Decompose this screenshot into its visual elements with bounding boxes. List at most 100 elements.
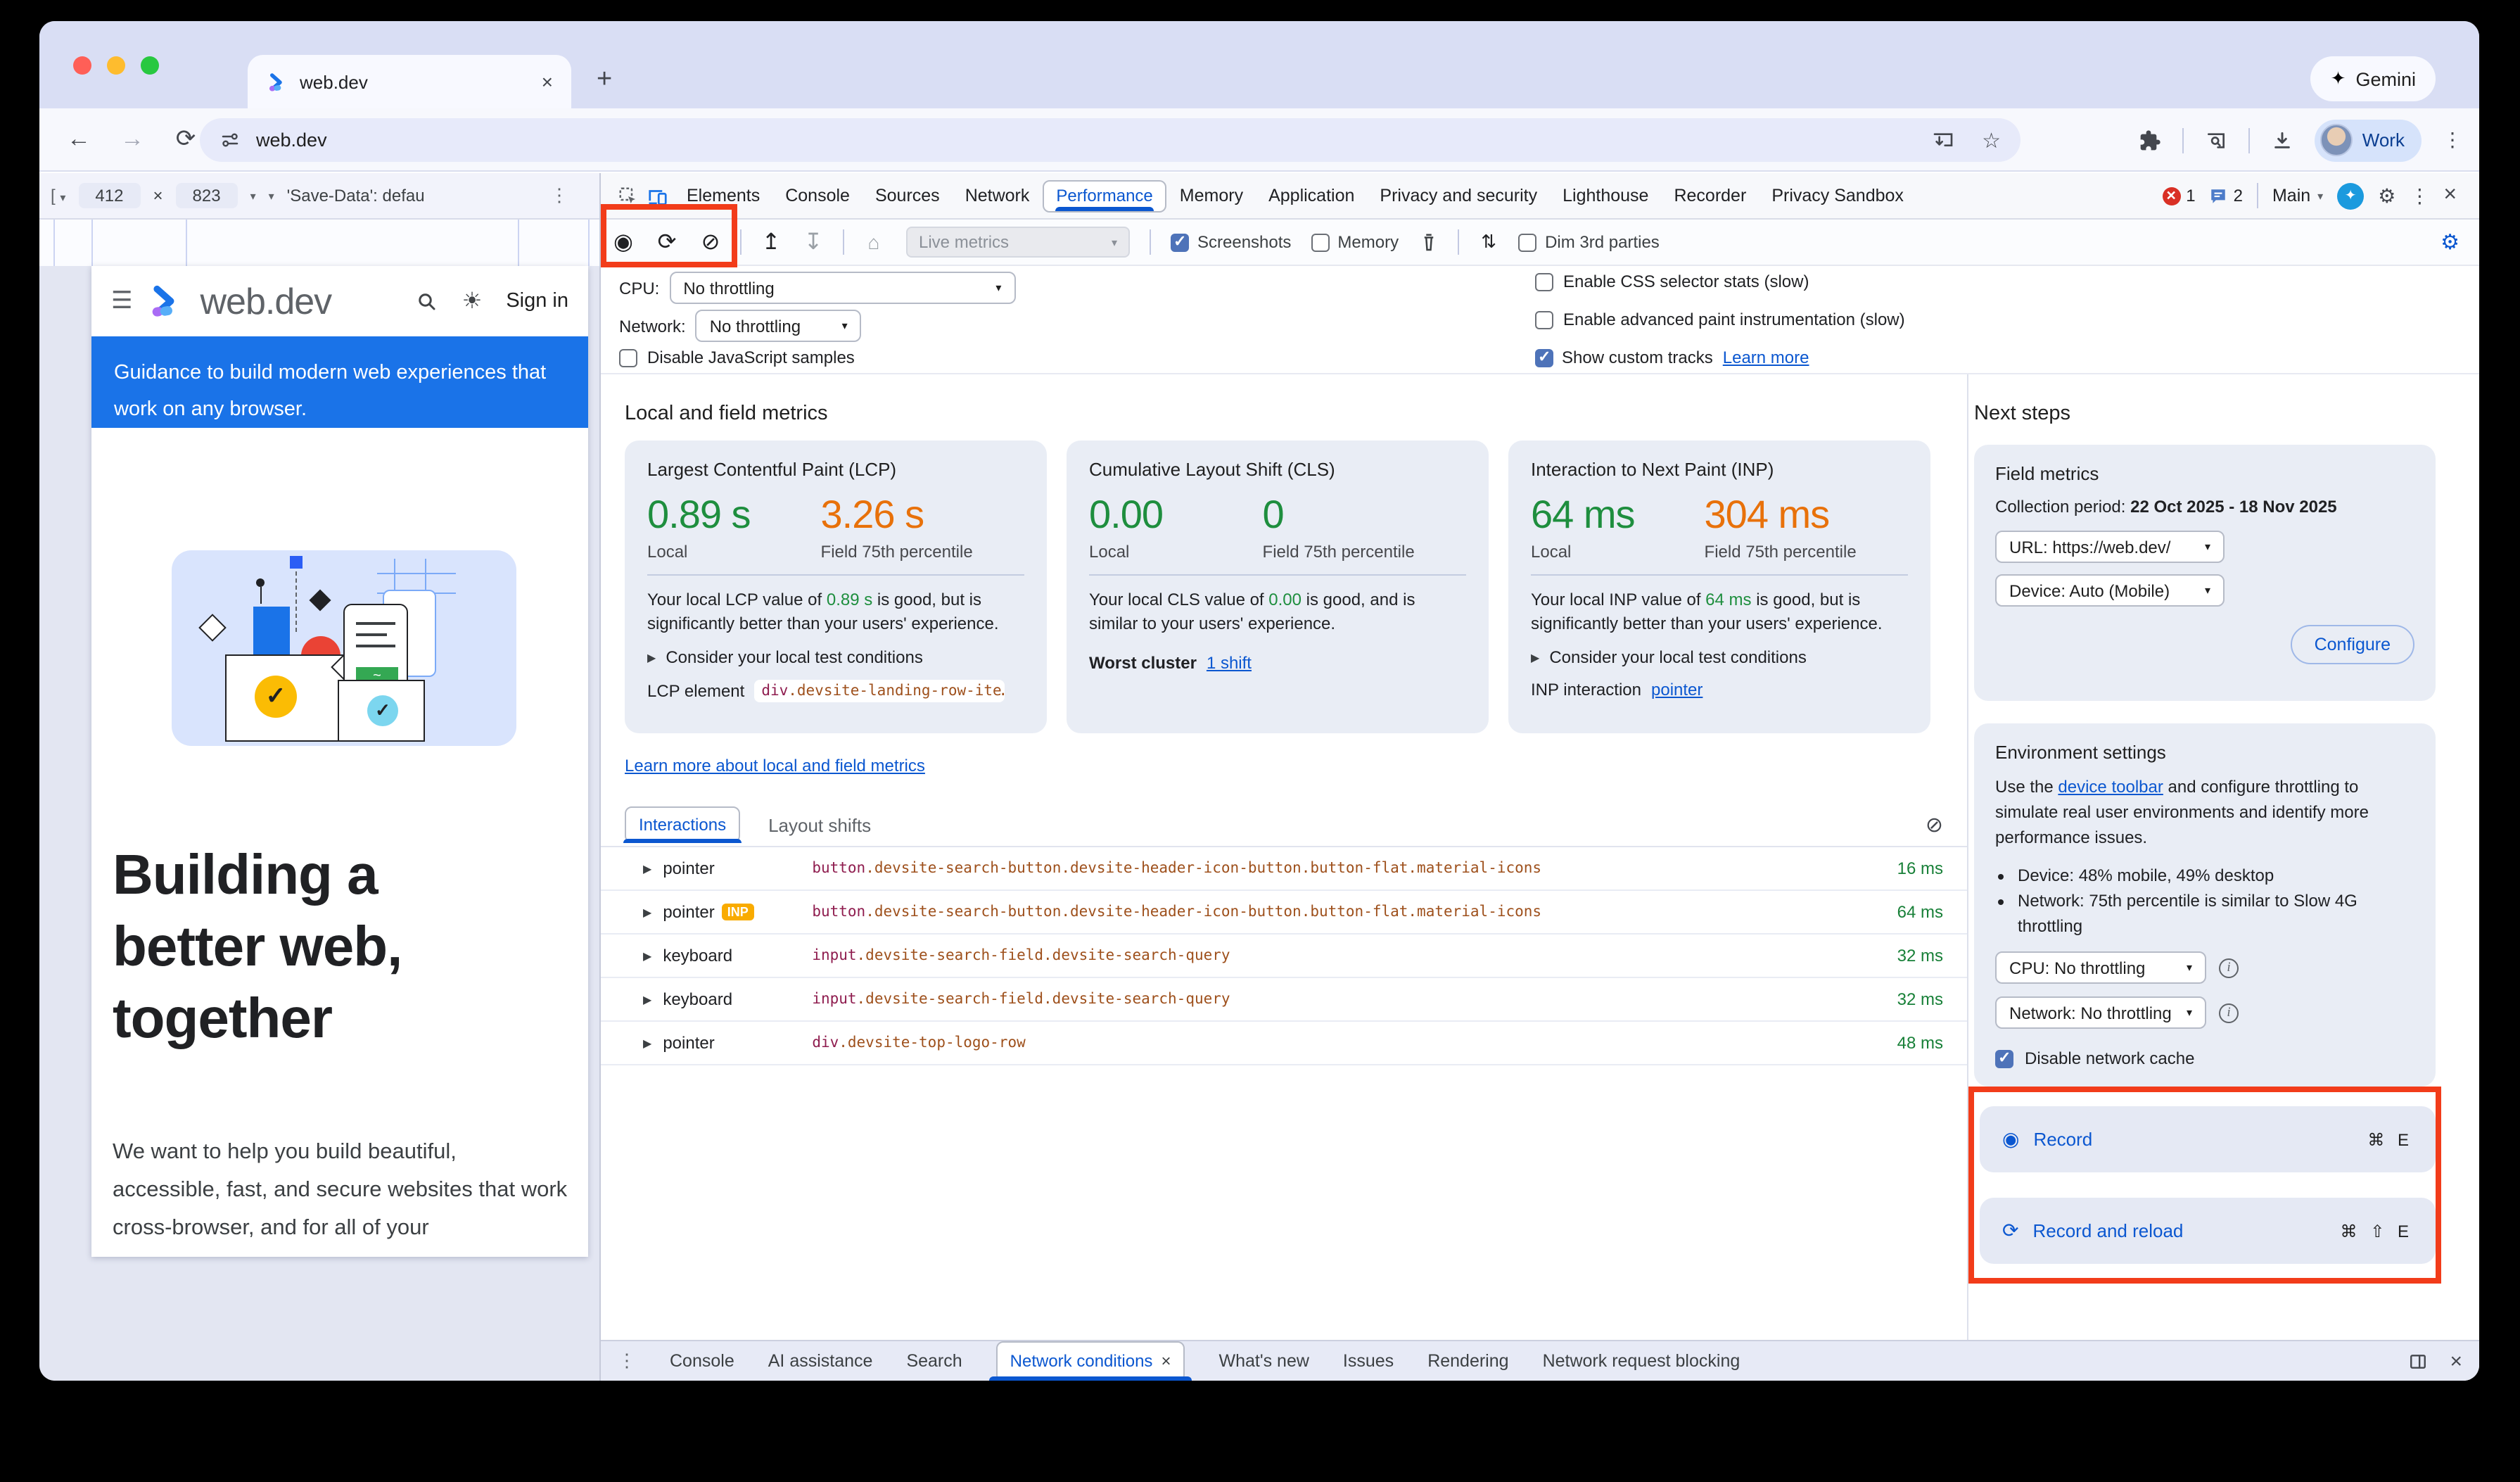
extensions-icon[interactable] bbox=[2139, 129, 2161, 151]
site-logo-text[interactable]: web.dev bbox=[200, 279, 333, 322]
capture-settings-gear-icon[interactable]: ⚙ bbox=[2441, 231, 2459, 255]
issues-icon[interactable] bbox=[2210, 186, 2228, 205]
checkbox-checked-icon[interactable] bbox=[1171, 232, 1189, 251]
inp-interaction-link[interactable]: pointer bbox=[1651, 680, 1703, 699]
close-drawer-icon[interactable]: × bbox=[2450, 1349, 2462, 1373]
browser-tab[interactable]: web.dev × bbox=[248, 55, 571, 108]
drawer-tab-network-request-blocking[interactable]: Network request blocking bbox=[1542, 1351, 1741, 1371]
learn-more-link[interactable]: Learn more bbox=[1722, 348, 1809, 367]
env-cpu-select[interactable]: CPU: No throttling ▾ bbox=[1995, 951, 2206, 984]
devtools-close-icon[interactable]: × bbox=[2443, 183, 2457, 207]
disable-network-cache-checkbox[interactable]: Disable network cache bbox=[1995, 1048, 2414, 1068]
error-badge-icon[interactable]: ✕ bbox=[2162, 186, 2181, 205]
interaction-row[interactable]: ▶ pointer INP button.devsite-search-butto… bbox=[601, 891, 1967, 935]
drawer-tab-console[interactable]: Console bbox=[670, 1351, 734, 1371]
device-toolbar-icon[interactable] bbox=[647, 185, 668, 206]
field-device-select[interactable]: Device: Auto (Mobile) ▾ bbox=[1995, 574, 2225, 607]
inspect-icon[interactable] bbox=[618, 185, 639, 206]
forward-icon[interactable]: → bbox=[120, 125, 144, 152]
main-thread-dropdown[interactable]: Main ▾ bbox=[2272, 186, 2323, 205]
interaction-row[interactable]: ▶ pointer div.devsite-top-logo-row 48 ms bbox=[601, 1022, 1967, 1065]
triangle-right-icon[interactable]: ▶ bbox=[643, 906, 652, 918]
network-throttling-select[interactable]: No throttling ▾ bbox=[695, 310, 862, 342]
tab-privacy-security[interactable]: Privacy and security bbox=[1380, 186, 1538, 205]
find-in-page-icon[interactable] bbox=[2205, 129, 2227, 151]
memory-checkbox[interactable]: Memory bbox=[1311, 232, 1399, 252]
macos-traffic-lights[interactable] bbox=[73, 56, 159, 75]
reload-icon[interactable]: ⟳ bbox=[175, 125, 196, 152]
rotate-dropdown[interactable]: ▾ bbox=[268, 189, 274, 202]
cpu-throttling-select[interactable]: No throttling ▾ bbox=[669, 272, 1016, 304]
site-settings-icon[interactable] bbox=[219, 129, 241, 151]
tab-elements[interactable]: Elements bbox=[687, 186, 761, 205]
install-icon[interactable] bbox=[1931, 129, 1954, 151]
record-icon[interactable]: ◉ bbox=[613, 231, 633, 255]
drawer-tab-issues[interactable]: Issues bbox=[1342, 1351, 1394, 1371]
info-icon[interactable]: i bbox=[2219, 958, 2239, 977]
tab-network[interactable]: Network bbox=[965, 186, 1030, 205]
webdev-logo-icon[interactable] bbox=[147, 283, 184, 319]
ai-assistance-icon[interactable]: ✦ bbox=[2337, 182, 2365, 209]
lcp-element-code[interactable]: div.devsite-landing-row-ite… bbox=[754, 680, 1005, 702]
triangle-right-icon[interactable]: ▶ bbox=[643, 862, 652, 875]
load-profile-icon[interactable]: ↥ bbox=[761, 231, 781, 255]
checkbox-icon[interactable] bbox=[1535, 310, 1553, 329]
devtools-settings-icon[interactable]: ⚙ bbox=[2378, 184, 2396, 206]
disable-js-samples-checkbox[interactable]: Disable JavaScript samples bbox=[619, 348, 855, 367]
maximize-window-button[interactable] bbox=[141, 56, 159, 75]
drawer-tab-network-conditions[interactable]: Network conditions × bbox=[988, 1341, 1193, 1381]
lcp-consider-expander[interactable]: ▶ Consider your local test conditions bbox=[647, 647, 1024, 667]
tab-privacy-sandbox[interactable]: Privacy Sandbox bbox=[1771, 186, 1904, 205]
field-url-select[interactable]: URL: https://web.dev/ ▾ bbox=[1995, 531, 2225, 563]
home-icon[interactable]: ⌂ bbox=[867, 231, 880, 253]
viewport-height-input[interactable]: 823 bbox=[175, 183, 238, 208]
search-icon[interactable] bbox=[417, 291, 438, 312]
triangle-right-icon[interactable]: ▶ bbox=[643, 1037, 652, 1049]
hamburger-menu-icon[interactable]: ☰ bbox=[111, 287, 133, 314]
checkbox-icon[interactable] bbox=[1311, 233, 1330, 251]
dim-3rd-parties-checkbox[interactable]: Dim 3rd parties bbox=[1518, 232, 1660, 252]
shrink-timeline-icon[interactable]: ⇅ bbox=[1481, 231, 1496, 252]
drawer-tab-rendering[interactable]: Rendering bbox=[1427, 1351, 1509, 1371]
device-toolbar-menu-icon[interactable]: ⋮ bbox=[550, 184, 568, 205]
tab-close-icon[interactable]: × bbox=[541, 70, 553, 93]
browser-menu-icon[interactable]: ⋮ bbox=[2443, 128, 2462, 151]
interaction-row[interactable]: ▶ keyboard input.devsite-search-field.de… bbox=[601, 978, 1967, 1022]
tab-interactions[interactable]: Interactions bbox=[623, 806, 742, 843]
close-window-button[interactable] bbox=[73, 56, 91, 75]
close-drawer-tab-icon[interactable]: × bbox=[1161, 1351, 1171, 1371]
screenshots-checkbox[interactable]: Screenshots bbox=[1171, 232, 1291, 252]
learn-metrics-link[interactable]: Learn more about local and field metrics bbox=[625, 756, 925, 775]
downloads-icon[interactable] bbox=[2271, 129, 2293, 151]
record-reload-icon[interactable]: ⟳ bbox=[657, 231, 677, 255]
interaction-row[interactable]: ▶ pointer button.devsite-search-button.d… bbox=[601, 847, 1967, 891]
checkbox-icon[interactable] bbox=[619, 348, 637, 367]
env-network-select[interactable]: Network: No throttling ▾ bbox=[1995, 996, 2206, 1029]
paint-instrumentation-checkbox[interactable]: Enable advanced paint instrumentation (s… bbox=[1535, 310, 1905, 329]
checkbox-icon[interactable] bbox=[1518, 233, 1537, 251]
configure-button[interactable]: Configure bbox=[2290, 625, 2414, 664]
info-icon[interactable]: i bbox=[2219, 1003, 2239, 1022]
save-data-indicator[interactable]: 'Save-Data': defau bbox=[286, 186, 425, 205]
triangle-right-icon[interactable]: ▶ bbox=[643, 949, 652, 962]
garbage-collect-icon[interactable] bbox=[1418, 232, 1439, 253]
error-count[interactable]: 1 bbox=[2186, 186, 2196, 205]
issue-count[interactable]: 2 bbox=[2233, 186, 2243, 205]
tab-application[interactable]: Application bbox=[1268, 186, 1355, 205]
dock-panel-icon[interactable] bbox=[2409, 1352, 2427, 1370]
checkbox-icon[interactable] bbox=[1535, 272, 1553, 291]
interaction-row[interactable]: ▶ keyboard input.devsite-search-field.de… bbox=[601, 935, 1967, 978]
tab-performance[interactable]: Performance bbox=[1042, 179, 1167, 212]
dimensions-dropdown[interactable]: [ ▾ bbox=[51, 186, 65, 205]
omnibox[interactable]: web.dev ☆ bbox=[200, 118, 2021, 162]
devtools-menu-icon[interactable]: ⋮ bbox=[2410, 184, 2430, 206]
save-profile-icon[interactable]: ↧ bbox=[803, 231, 823, 255]
clear-icon[interactable]: ⊘ bbox=[701, 231, 720, 255]
sign-in-link[interactable]: Sign in bbox=[506, 290, 568, 312]
tab-layout-shifts[interactable]: Layout shifts bbox=[768, 814, 872, 835]
record-and-reload-button[interactable]: ⟳ Record and reload ⌘ ⇧ E bbox=[1980, 1198, 2436, 1264]
tab-recorder[interactable]: Recorder bbox=[1674, 186, 1747, 205]
profile-chip[interactable]: Work bbox=[2314, 119, 2422, 161]
drawer-tab-whats-new[interactable]: What's new bbox=[1218, 1351, 1309, 1371]
tab-sources[interactable]: Sources bbox=[874, 186, 940, 205]
